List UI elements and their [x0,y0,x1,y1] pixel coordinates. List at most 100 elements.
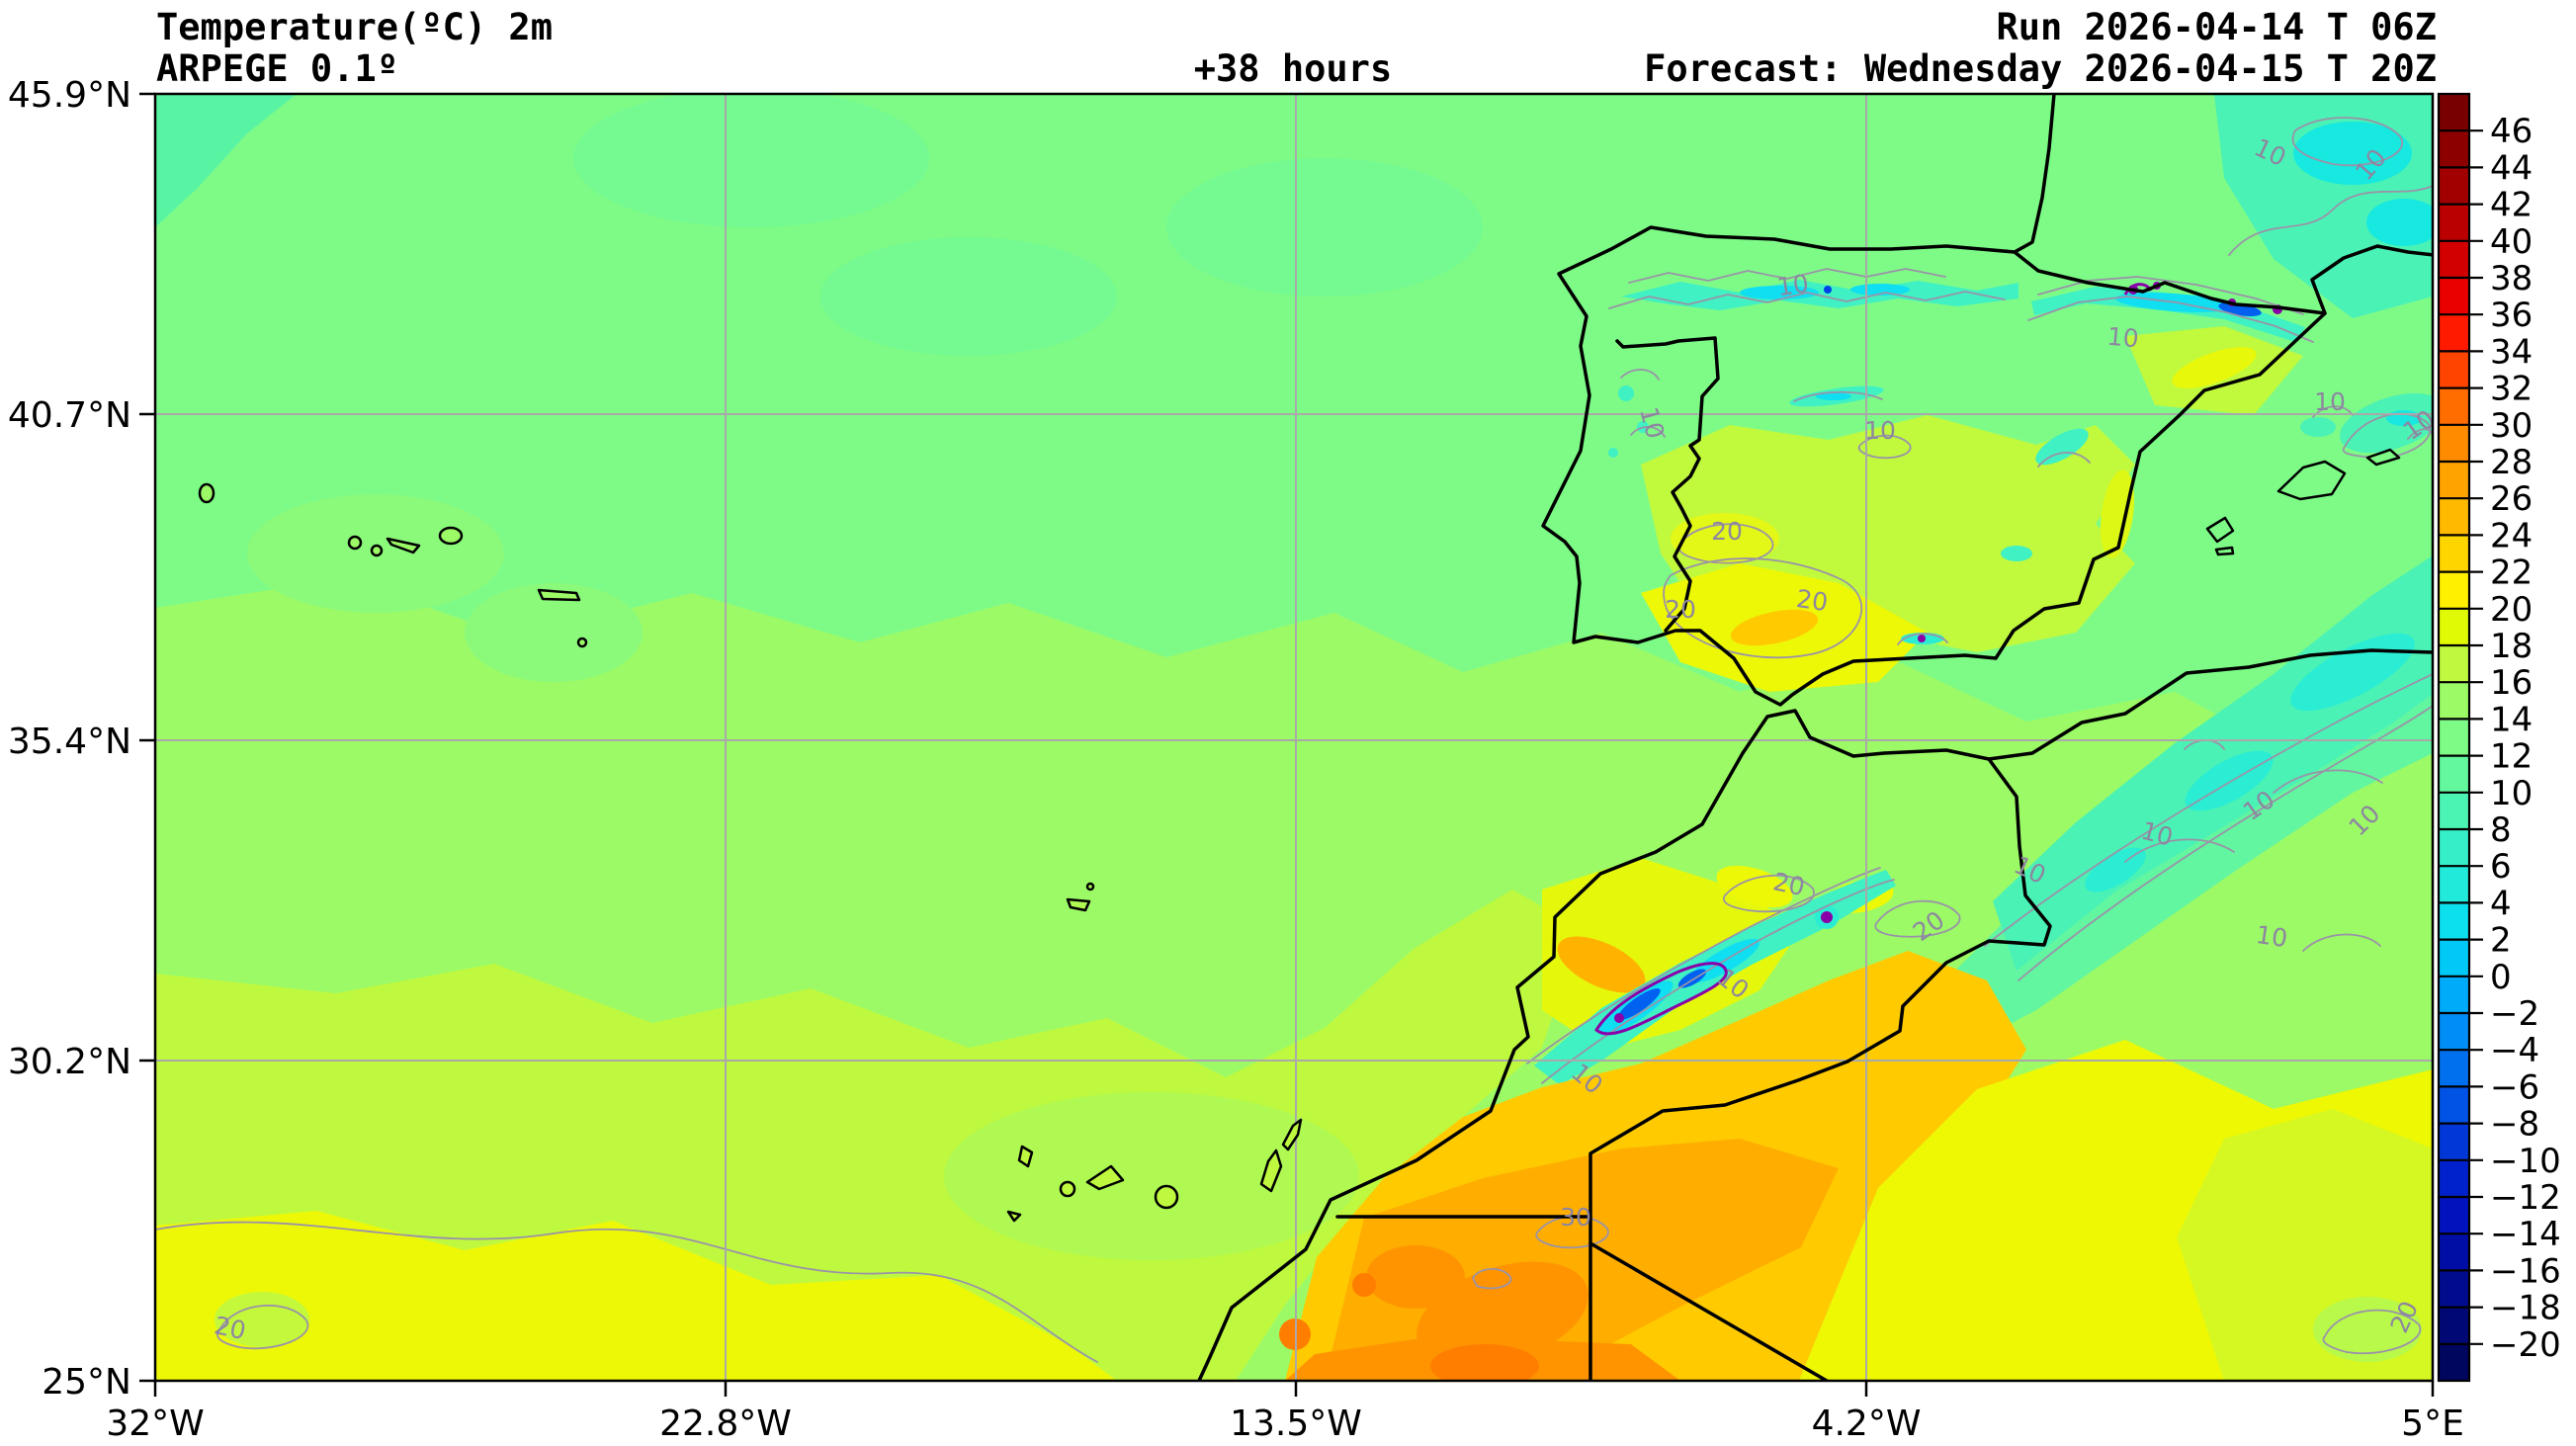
colorbar-segment [2439,462,2469,499]
colorbar-segment [2439,1270,2469,1309]
forecast-label: Forecast: Wednesday 2026-04-15 T 20Z [1644,47,2437,90]
colorbar-tick-label: 12 [2490,737,2533,777]
colorbar-tick-label: −20 [2490,1325,2561,1365]
colorbar-tick-label: 36 [2490,296,2533,335]
colorbar-segment [2439,387,2469,426]
colorbar-segment [2439,1197,2469,1234]
colorbar-tick-label: 38 [2490,259,2533,298]
colorbar-tick-label: −10 [2490,1142,2561,1181]
contour-label: 30 [1560,1203,1591,1232]
canary-islands [1006,1118,1303,1223]
colorbar-segment [2439,682,2469,720]
colorbar-segment [2439,719,2469,757]
colorbar-segment [2439,535,2469,573]
x-axis-tick-label: 22.8°W [659,1403,792,1444]
colorbar-tick-label: −4 [2490,1031,2539,1070]
run-label: Run 2026-04-14 T 06Z [1996,6,2437,48]
colorbar-tick-label: −2 [2490,994,2539,1034]
colorbar-tick-label: 0 [2490,958,2512,997]
colorbar-segment [2439,1013,2469,1051]
colorbar-segment [2439,976,2469,1014]
colorbar-tick-label: 46 [2490,112,2533,151]
colorbar-tick-label: 18 [2490,627,2533,666]
colorbar-segment [2439,1159,2469,1198]
contour-label: 20 [1665,595,1696,624]
colorbar-segment [2439,755,2469,794]
x-axis-tick-label: 4.2°W [1812,1403,1922,1444]
colorbar-tick-label: −16 [2490,1251,2561,1291]
page-title: Temperature(ºC) 2m [156,6,553,48]
colorbar-tick-label: 44 [2490,148,2533,188]
contour-label: 20 [1794,584,1830,617]
coastlines [198,94,2433,1381]
colorbar-segment [2439,130,2469,168]
colorbar-segment [2439,498,2469,536]
colorbar-segment [2439,278,2469,315]
colorbar-tick-label: −14 [2490,1215,2561,1254]
y-axis-tick-label: 25°N [42,1362,131,1403]
azores-islands [198,482,588,648]
colorbar-tick-label: 8 [2490,810,2512,850]
colorbar-segment [2439,94,2469,131]
madeira-islands [1066,882,1095,912]
colorbar-segment [2439,866,2469,903]
contour-label: 10 [1864,416,1896,445]
colorbar-segment [2439,571,2469,610]
colorbar-segment [2439,902,2469,941]
colorbar-tick-label: −18 [2490,1289,2561,1328]
colorbar-segment [2439,204,2469,242]
contour-label: 10 [2106,322,2140,354]
colorbar-tick-label: 34 [2490,332,2533,372]
lead-time-label: +38 hours [1194,47,1392,90]
y-axis-tick-label: 30.2°N [8,1042,131,1082]
colorbar-tick-label: 2 [2490,921,2512,961]
colorbar-segment [2439,1233,2469,1271]
colorbar-tick-label: 24 [2490,516,2533,555]
colorbar-tick-label: 32 [2490,370,2533,409]
colorbar-tick-label: −6 [2490,1067,2539,1107]
colorbar-tick-label: 14 [2490,700,2533,739]
contour-label: 20 [212,1311,248,1345]
y-axis-tick-label: 35.4°N [8,722,131,762]
contour-label: 10 [1775,269,1811,301]
contour-label: 10 [2314,387,2346,416]
balearic-islands [2205,448,2401,556]
colorbar-segment [2439,608,2469,646]
colorbar-segment [2439,1343,2469,1382]
colorbar-segment [2439,1050,2469,1087]
colorbar-segment [2439,939,2469,978]
colorbar-segment [2439,645,2469,683]
contour-lines [155,117,2433,1363]
colorbar-tick-label: 22 [2490,553,2533,593]
x-axis-tick-label: 5°E [2401,1403,2464,1444]
colorbar-segment [2439,351,2469,389]
contour-label: 20 [1711,517,1743,546]
colorbar-tick-label: 30 [2490,406,2533,446]
x-axis-tick-label: 13.5°W [1230,1403,1362,1444]
border-algeria-mauritania [1589,1241,1829,1381]
colorbar-frame [2437,92,2471,1383]
coastline-north-africa [1197,648,2433,1381]
temperature-colorbar: 4644424038363432302826242220181614121086… [2437,92,2561,1383]
border-pyrenees [2013,250,2327,315]
y-axis-tick-label: 45.9°N [8,75,131,116]
border-morocco-algeria [1589,757,2052,1381]
temperature-field [155,94,2433,1381]
colorbar-segment [2439,240,2469,279]
colorbar-tick-label: 10 [2490,774,2533,813]
colorbar-segment [2439,1086,2469,1125]
colorbar-tick-label: 28 [2490,443,2533,482]
map-frame [153,92,2435,1383]
colorbar-tick-label: 26 [2490,479,2533,519]
border-portugal-spain [1615,336,1720,633]
colorbar-tick-label: −8 [2490,1105,2539,1145]
colorbar-tick-label: 42 [2490,186,2533,225]
colorbar-segment [2439,1307,2469,1345]
model-label: ARPEGE 0.1º [156,47,398,90]
y-axis-tick-label: 40.7°N [8,395,131,436]
colorbar-segment [2439,424,2469,463]
x-axis-tick-label: 32°W [106,1403,204,1444]
